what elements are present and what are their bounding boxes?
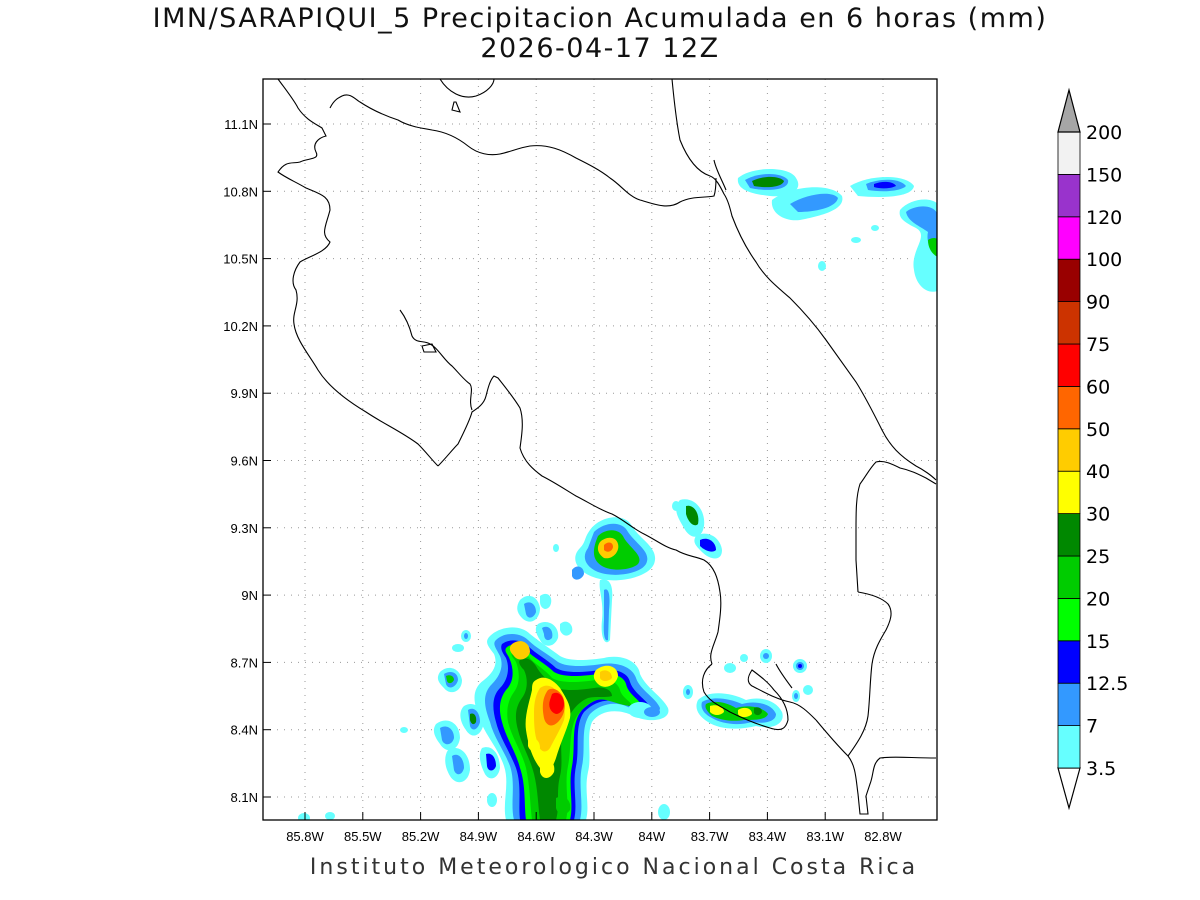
lat-tick-label: 11.1N (224, 117, 258, 132)
colorbar-swatch (1057, 131, 1081, 175)
lon-tick-label: 84W (638, 829, 665, 844)
colorbar-label: 50 (1086, 419, 1110, 441)
footer-credit: Instituto Meteorologico Nacional Costa R… (309, 855, 919, 880)
lon-tick-label: 85.8W (286, 829, 324, 844)
colorbar-swatch (1057, 555, 1081, 599)
lat-tick-label: 9N (241, 588, 258, 603)
lon-tick-label: 84.3W (575, 829, 613, 844)
colorbar-label: 120 (1086, 207, 1122, 229)
lon-tick-label: 83.4W (749, 829, 787, 844)
map-title: IMN/SARAPIQUI_5 Precipitacion Acumulada … (152, 3, 1048, 34)
colorbar-label: 30 (1086, 504, 1110, 526)
lon-tick-label: 82.8W (864, 829, 902, 844)
colorbar-label: 90 (1086, 292, 1110, 314)
lon-tick-label: 83.7W (691, 829, 729, 844)
lat-tick-label: 10.2N (223, 319, 258, 334)
colorbar-label: 12.5 (1086, 673, 1128, 695)
colorbar-swatch (1057, 725, 1081, 769)
colorbar-swatch (1057, 598, 1081, 642)
colorbar-swatch (1057, 173, 1081, 218)
colorbar-label: 15 (1086, 631, 1110, 653)
lake-shore (277, 79, 439, 467)
colorbar-swatch (1057, 301, 1081, 345)
colorbar-label: 75 (1086, 334, 1110, 356)
colorbar-label: 25 (1086, 546, 1110, 568)
colorbar-swatch (1057, 640, 1081, 684)
colorbar-swatch (1057, 513, 1081, 557)
lon-tick-label: 85.2W (402, 829, 440, 844)
colorbar-label: 200 (1086, 122, 1122, 144)
colorbar-swatch (1057, 682, 1081, 727)
lat-tick-label: 8.1N (231, 790, 258, 805)
lon-tick-label: 84.9W (460, 829, 498, 844)
colorbar-swatch (1057, 216, 1081, 260)
colorbar-swatch (1057, 343, 1081, 387)
colorbar-label: 3.5 (1086, 758, 1116, 780)
lon-tick-label: 84.6W (517, 829, 555, 844)
precip-cells-southeast (683, 649, 813, 729)
colorbar-label: 20 (1086, 588, 1110, 610)
latitude-axis: 11.1N 10.8N 10.5N 10.2N 9.9N 9.6N 9.3N 9N 8.7N 8.… (223, 117, 271, 805)
lon-tick-label: 83.1W (806, 829, 844, 844)
colorbar-upper-arrow (1057, 87, 1081, 133)
colorbar-lower-arrow (1057, 767, 1081, 811)
precip-cells-caribbean-north (737, 169, 937, 292)
colorbar-label: 100 (1086, 249, 1122, 271)
lat-tick-label: 9.9N (231, 386, 258, 401)
coastlines-and-borders (277, 79, 937, 815)
map-subtitle-datetime: 2026-04-17 12Z (480, 33, 720, 64)
precip-cells-south (298, 593, 670, 820)
precip-cells-central (553, 499, 722, 643)
colorbar-swatch (1057, 258, 1081, 303)
lat-tick-label: 10.8N (223, 184, 258, 199)
colorbar-label: 7 (1086, 716, 1098, 738)
colorbar-swatch (1057, 428, 1081, 472)
colorbar-swatch (1057, 470, 1081, 515)
lat-tick-label: 8.7N (231, 655, 258, 670)
map-frame (262, 78, 938, 821)
lat-tick-label: 10.5N (223, 252, 258, 267)
lat-tick-label: 9.3N (231, 521, 258, 536)
colorbar-label: 40 (1086, 461, 1110, 483)
colorbar-label: 150 (1086, 164, 1122, 186)
colorbar-swatch (1057, 385, 1081, 430)
lat-tick-label: 8.4N (231, 723, 258, 738)
lat-tick-label: 9.6N (231, 454, 258, 469)
precipitation-field (298, 169, 937, 820)
longitude-axis: 85.8W 85.5W 85.2W 84.9W 84.6W 84.3W 84W 83.7W 83… (286, 812, 903, 844)
lon-tick-label: 85.5W (344, 829, 382, 844)
colorbar-label: 60 (1086, 376, 1110, 398)
colorbar-legend: 3.5 7 12.5 15 20 25 30 40 50 60 75 90 100 120 150 200 (1057, 87, 1128, 811)
